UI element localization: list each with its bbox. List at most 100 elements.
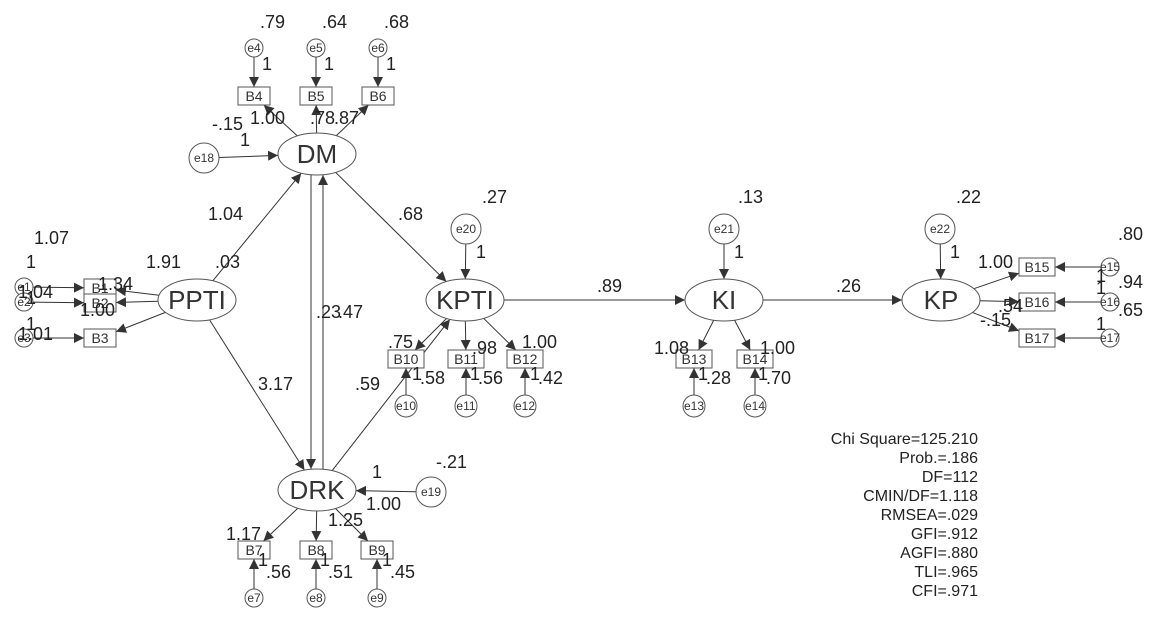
indicator-b5-label: B5 — [307, 88, 324, 104]
indicator-b11-label: B11 — [454, 351, 478, 367]
path-ppti-b2 — [115, 297, 159, 308]
variance-ppti: 1.91 — [146, 252, 181, 272]
error-e13-label: e13 — [684, 399, 704, 413]
path-drk-b7 — [263, 507, 299, 542]
error-e15 — [1100, 257, 1120, 277]
latent-drk-label: DRK — [290, 475, 346, 505]
fit-stat-6: GFI=.912 — [911, 526, 978, 543]
error-e12-label: e12 — [515, 399, 535, 413]
indicator-b15-label: B15 — [1025, 259, 1050, 275]
indicator-b4 — [237, 86, 271, 106]
coef-dm-drk: .23 — [316, 302, 341, 322]
indicator-b10 — [387, 349, 425, 369]
loading-drk-e19: 1.00 — [366, 494, 401, 514]
path-ppti-b1 — [115, 286, 160, 297]
loading-dm-b6: .87 — [334, 108, 359, 128]
coef-dm-kpti: .68 — [398, 204, 423, 224]
loading-ki-b13: 1.08 — [654, 338, 689, 358]
path-e18-dm — [218, 150, 279, 161]
indicator-b17-label: B17 — [1025, 330, 1050, 346]
fixed-weight-13: 1 — [1096, 278, 1106, 298]
path-kpti-b10 — [414, 318, 447, 351]
error-e14 — [743, 394, 767, 418]
latent-ppti-label: PPTI — [168, 285, 226, 315]
error-e2 — [14, 292, 34, 312]
path-kp-b16 — [979, 296, 1020, 307]
variance-e20: .27 — [482, 187, 507, 207]
latent-ppti — [157, 278, 237, 322]
path-ppti-b3 — [115, 311, 166, 333]
path-kp-b17 — [972, 311, 1020, 332]
loading-kpti-b12: 1.00 — [522, 332, 557, 352]
error-e1-label: e1 — [17, 280, 31, 294]
variance-e15: .80 — [1118, 224, 1143, 244]
variance-e13: .28 — [706, 368, 731, 388]
fixed-weight-5: 1 — [476, 242, 486, 262]
loading-ppti-b1: 1.34 — [98, 274, 133, 294]
fixed-weight-12: 1 — [1096, 266, 1106, 286]
error-e17-label: e17 — [1100, 331, 1120, 345]
coef-kpti-ki: .89 — [597, 276, 622, 296]
latent-drk — [277, 468, 357, 512]
error-e5-label: e5 — [309, 41, 323, 55]
error-e7-label: e7 — [247, 591, 261, 605]
coef-drk-dm: .47 — [338, 302, 363, 322]
variance-e10: .58 — [420, 368, 445, 388]
indicator-b16 — [1018, 292, 1056, 312]
error-e10 — [394, 394, 418, 418]
error-e4-label: e4 — [247, 41, 261, 55]
indicator-b2-label: B2 — [91, 295, 108, 311]
indicator-b14 — [736, 349, 774, 369]
variance-ppti-extra: .03 — [215, 252, 240, 272]
fixed-weight-16: 1 — [470, 364, 480, 384]
fit-stat-8: TLI=.965 — [914, 564, 978, 581]
error-e11 — [454, 394, 478, 418]
fit-stat-5: RMSEA=.029 — [881, 507, 978, 524]
indicator-b6-label: B6 — [369, 88, 386, 104]
error-e17 — [1100, 328, 1120, 348]
error-e16 — [1100, 292, 1120, 312]
error-e20-label: e20 — [456, 222, 476, 236]
indicator-b7-label: B7 — [245, 542, 262, 558]
path-dm-kpti — [335, 172, 447, 282]
indicator-b8-label: B8 — [307, 542, 324, 558]
fixed-weight-8: 1 — [372, 462, 382, 482]
loading-kpti-b11: .98 — [472, 338, 497, 358]
loading-dm-b5: .78 — [310, 108, 335, 128]
error-e3 — [14, 328, 34, 348]
error-e5 — [306, 38, 326, 58]
variance-e4: .79 — [260, 12, 285, 32]
fixed-weight-21: 1 — [320, 550, 330, 570]
loading-dm-b4: 1.00 — [250, 108, 285, 128]
path-drk-b9 — [335, 508, 369, 542]
coef-ppti-drk: 3.17 — [258, 374, 293, 394]
indicator-b13-label: B13 — [682, 351, 707, 367]
latent-kpti — [425, 278, 505, 322]
path-dm-b6 — [335, 104, 369, 137]
error-e14-label: e14 — [745, 399, 765, 413]
loading-kpti-b10: .75 — [388, 332, 413, 352]
indicator-b11 — [447, 349, 485, 369]
fixed-weight-11: 1 — [26, 314, 36, 334]
indicator-b9 — [360, 540, 394, 560]
coef-ki-kp: .26 — [836, 276, 861, 296]
error-e6-label: e6 — [371, 41, 385, 55]
variance-e2: 1.04 — [18, 282, 53, 302]
fixed-weight-18: 1 — [698, 364, 708, 384]
path-drk-kpti — [331, 319, 451, 471]
loading-ki-b14: 1.00 — [760, 338, 795, 358]
variance-e1: 1.07 — [34, 228, 69, 248]
error-e13 — [682, 394, 706, 418]
variance-e9: .45 — [390, 562, 415, 582]
error-e19-label: e19 — [421, 485, 441, 499]
loading-drk-b7: 1.17 — [226, 524, 261, 544]
indicator-b16-label: B16 — [1025, 294, 1050, 310]
latent-dm — [277, 132, 357, 176]
indicator-b8 — [299, 540, 333, 560]
variance-e18: -.15 — [212, 114, 243, 134]
error-e19 — [415, 476, 447, 508]
variance-e22: .22 — [956, 187, 981, 207]
path-e2-b2 — [32, 297, 85, 308]
indicator-b12 — [506, 349, 544, 369]
